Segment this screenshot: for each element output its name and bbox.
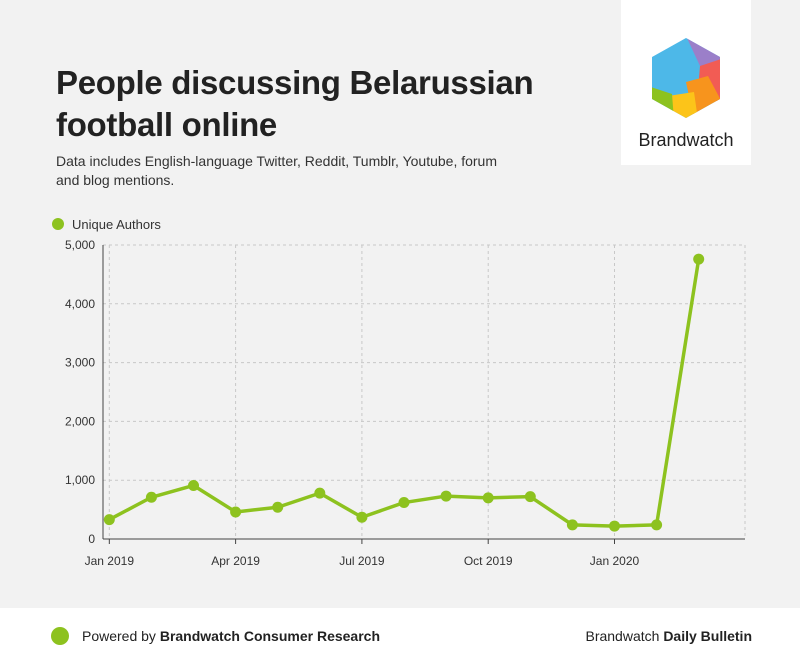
data-point xyxy=(230,506,242,518)
data-point xyxy=(440,490,452,502)
powered-brand: Brandwatch Consumer Research xyxy=(159,628,381,644)
data-point xyxy=(524,491,536,503)
bulletin-bold: Daily Bulletin xyxy=(663,628,752,644)
chart-subtitle: Data includes English-language Twitter, … xyxy=(56,153,498,188)
data-point xyxy=(356,511,368,523)
y-tick-label: 0 xyxy=(88,532,95,546)
daily-bulletin-text: Brandwatch Daily Bulletin xyxy=(585,628,752,644)
data-point xyxy=(314,487,326,499)
data-point xyxy=(103,514,115,526)
y-tick-label: 3,000 xyxy=(65,356,95,370)
x-tick-label: Apr 2019 xyxy=(211,554,260,568)
y-tick-label: 1,000 xyxy=(65,473,95,487)
x-tick-label: Jan 2019 xyxy=(85,554,135,568)
data-point xyxy=(651,519,663,531)
data-point xyxy=(272,501,284,513)
data-point xyxy=(398,497,410,509)
legend-marker xyxy=(52,218,64,230)
data-point xyxy=(482,492,494,504)
data-point xyxy=(693,253,705,265)
brandwatch-logo-icon xyxy=(652,38,720,118)
powered-prefix: Powered by xyxy=(82,628,160,644)
line-chart: 0 1,000 2,000 3,000 4,000 5,000 Jan 2019 Apr 20… xyxy=(65,238,746,568)
x-tick-label: Jul 2019 xyxy=(339,554,385,568)
x-tick-label: Oct 2019 xyxy=(464,554,513,568)
y-tick-label: 5,000 xyxy=(65,238,95,252)
legend: Unique Authors xyxy=(52,216,161,232)
brand-logo: Brandwatch xyxy=(621,0,751,165)
footer-dot xyxy=(51,627,69,645)
x-tick-label: Jan 2020 xyxy=(590,554,640,568)
powered-by-text: Powered by Brandwatch Consumer Research xyxy=(82,628,380,644)
data-point xyxy=(145,491,157,503)
y-tick-label: 2,000 xyxy=(65,414,95,428)
brand-name: Brandwatch xyxy=(638,130,734,150)
footer: Powered by Brandwatch Consumer Research … xyxy=(0,608,800,667)
chart-title: People discussing Belarussian football o… xyxy=(56,64,534,143)
bulletin-prefix: Brandwatch xyxy=(585,628,664,644)
data-point xyxy=(188,479,200,491)
data-point xyxy=(608,520,620,532)
y-tick-label: 4,000 xyxy=(65,297,95,311)
legend-label: Unique Authors xyxy=(72,216,161,232)
data-point xyxy=(566,519,578,531)
